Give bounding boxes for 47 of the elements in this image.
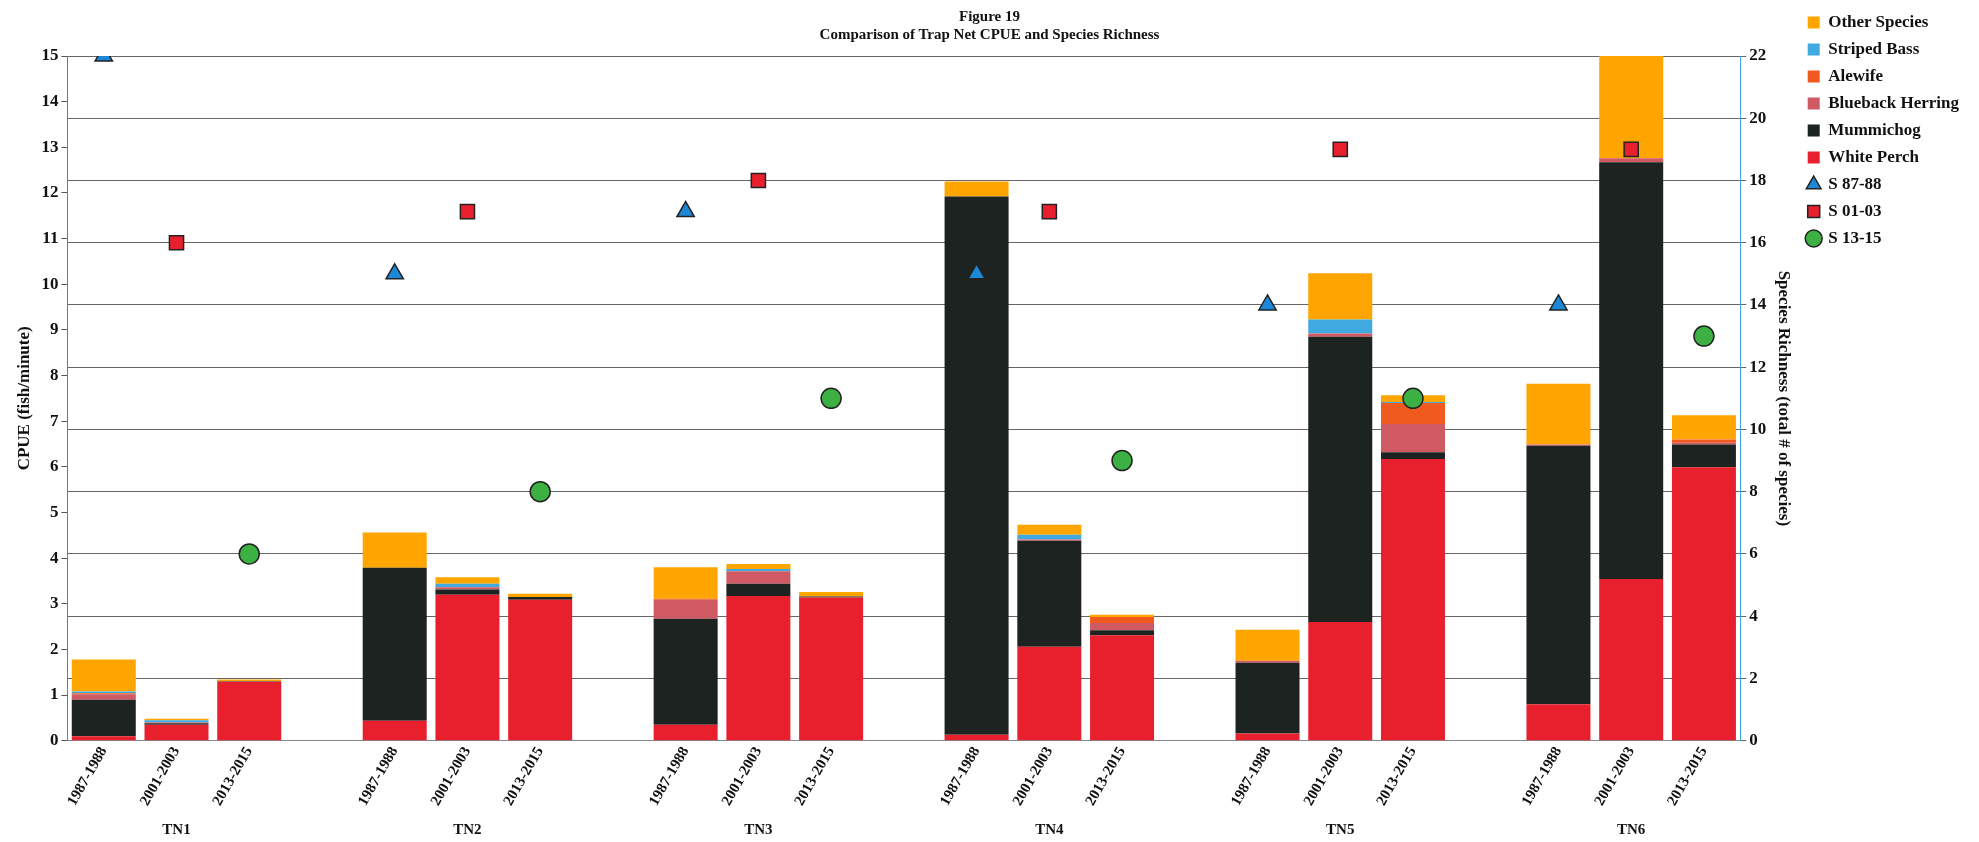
y-tick-label: 1 bbox=[49, 684, 59, 704]
y2-axis-title: Species Richness (total # of species) bbox=[1775, 270, 1795, 527]
y2-tick-label: 12 bbox=[1749, 356, 1767, 376]
legend-label: S 01-03 bbox=[1828, 200, 1882, 220]
text: TN2 bbox=[453, 821, 482, 837]
text: TN6 bbox=[1617, 821, 1646, 837]
chart-title: Figure 19 bbox=[959, 7, 1020, 24]
y2-tick-label: 4 bbox=[1749, 605, 1759, 625]
chart-subtitle: Comparison of Trap Net CPUE and Species Richness bbox=[819, 25, 1160, 42]
y-tick-label: 0 bbox=[49, 730, 59, 750]
y2-tick-label: 16 bbox=[1749, 232, 1767, 252]
y2-tick-label: 22 bbox=[1749, 45, 1767, 65]
y-tick-label: 11 bbox=[42, 227, 59, 247]
y-tick-label: 5 bbox=[49, 501, 59, 521]
y-tick-label: 10 bbox=[41, 273, 59, 293]
legend-label: S 87-88 bbox=[1828, 173, 1882, 193]
y-tick-label: 9 bbox=[49, 319, 59, 339]
y-tick-label: 7 bbox=[49, 410, 59, 430]
text: TN1 bbox=[162, 821, 191, 837]
text: TN3 bbox=[744, 821, 773, 837]
legend-label: Other Species bbox=[1828, 11, 1929, 31]
y2-tick-label: 0 bbox=[1749, 730, 1758, 750]
y-tick-label: 12 bbox=[41, 182, 59, 202]
y-tick-label: 4 bbox=[49, 547, 59, 567]
y-tick-label: 8 bbox=[49, 364, 59, 384]
y-tick-label: 15 bbox=[41, 45, 59, 65]
y2-tick-label: 14 bbox=[1749, 294, 1767, 314]
y2-tick-label: 8 bbox=[1749, 481, 1758, 501]
y-axis-title: CPUE (fish/minute) bbox=[13, 326, 33, 471]
legend-label: Mummichog bbox=[1828, 119, 1922, 139]
legend-label: Blueback Herring bbox=[1828, 92, 1960, 112]
y2-tick-label: 10 bbox=[1749, 418, 1767, 438]
legend-label: Striped Bass bbox=[1828, 38, 1920, 58]
y-tick-label: 14 bbox=[41, 91, 59, 111]
y-tick-label: 13 bbox=[41, 136, 59, 156]
y2-tick-label: 2 bbox=[1749, 667, 1758, 687]
y-tick-label: 3 bbox=[49, 593, 59, 613]
text: TN5 bbox=[1326, 821, 1355, 837]
y2-tick-label: 20 bbox=[1749, 107, 1767, 127]
y2-tick-label: 18 bbox=[1749, 169, 1767, 189]
y-tick-label: 6 bbox=[49, 456, 59, 476]
y2-tick-label: 6 bbox=[1749, 543, 1758, 563]
legend-label: S 13-15 bbox=[1828, 227, 1882, 247]
legend-label: White Perch bbox=[1828, 146, 1920, 166]
y-tick-label: 2 bbox=[49, 638, 59, 658]
text: TN4 bbox=[1035, 821, 1064, 837]
legend-label: Alewife bbox=[1828, 65, 1884, 85]
